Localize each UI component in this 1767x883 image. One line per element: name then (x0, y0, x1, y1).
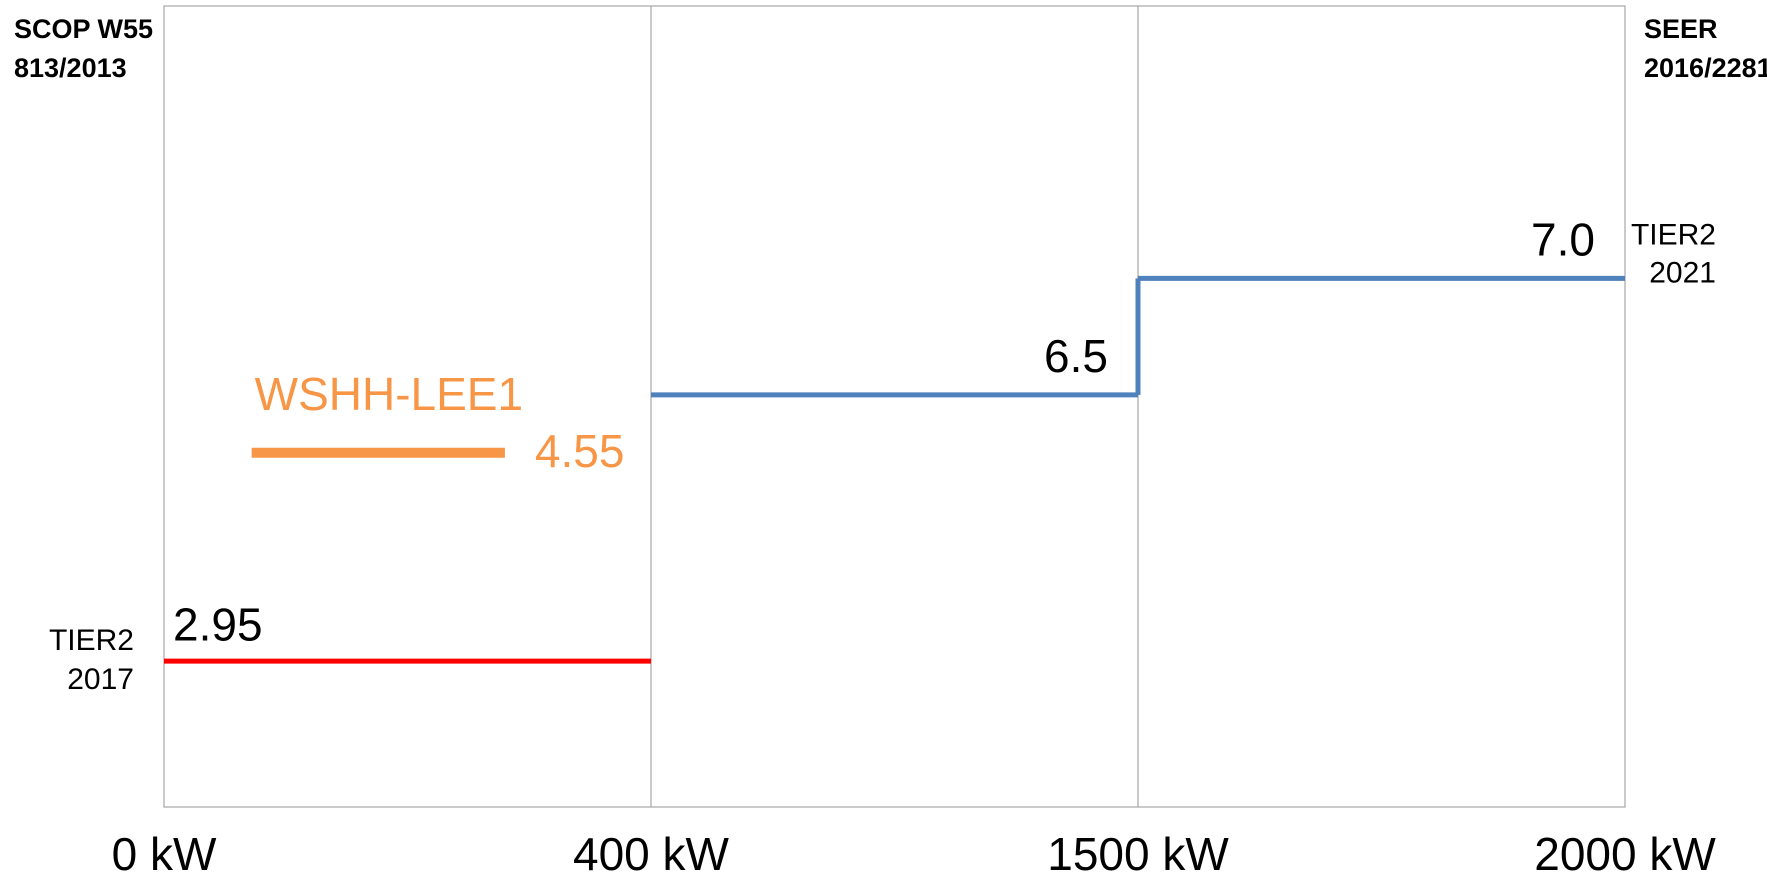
series-label: WSHH-LEE1 (255, 368, 523, 420)
y-label: 813/2013 (14, 53, 127, 83)
value-label: 2.95 (173, 598, 263, 650)
series-label: 2017 (67, 663, 134, 696)
plot-frame (163, 5, 1626, 808)
y-label: SCOP W55 (14, 14, 153, 44)
value-label: 7.0 (1531, 214, 1595, 266)
x-tick-label: 400 kW (573, 828, 730, 880)
value-label: 6.5 (1044, 330, 1108, 382)
series-label: TIER2 (1631, 218, 1716, 251)
y2-label: SEER (1644, 14, 1718, 44)
series-label: TIER2 (49, 624, 134, 657)
x-tick-label: 0 kW (112, 828, 217, 880)
y2-label: 2016/2281 (1644, 53, 1767, 83)
x-tick-label: 1500 kW (1047, 828, 1229, 880)
x-tick-label: 2000 kW (1534, 828, 1716, 880)
series-label: 2021 (1649, 256, 1716, 289)
value-label: 4.55 (535, 425, 625, 477)
